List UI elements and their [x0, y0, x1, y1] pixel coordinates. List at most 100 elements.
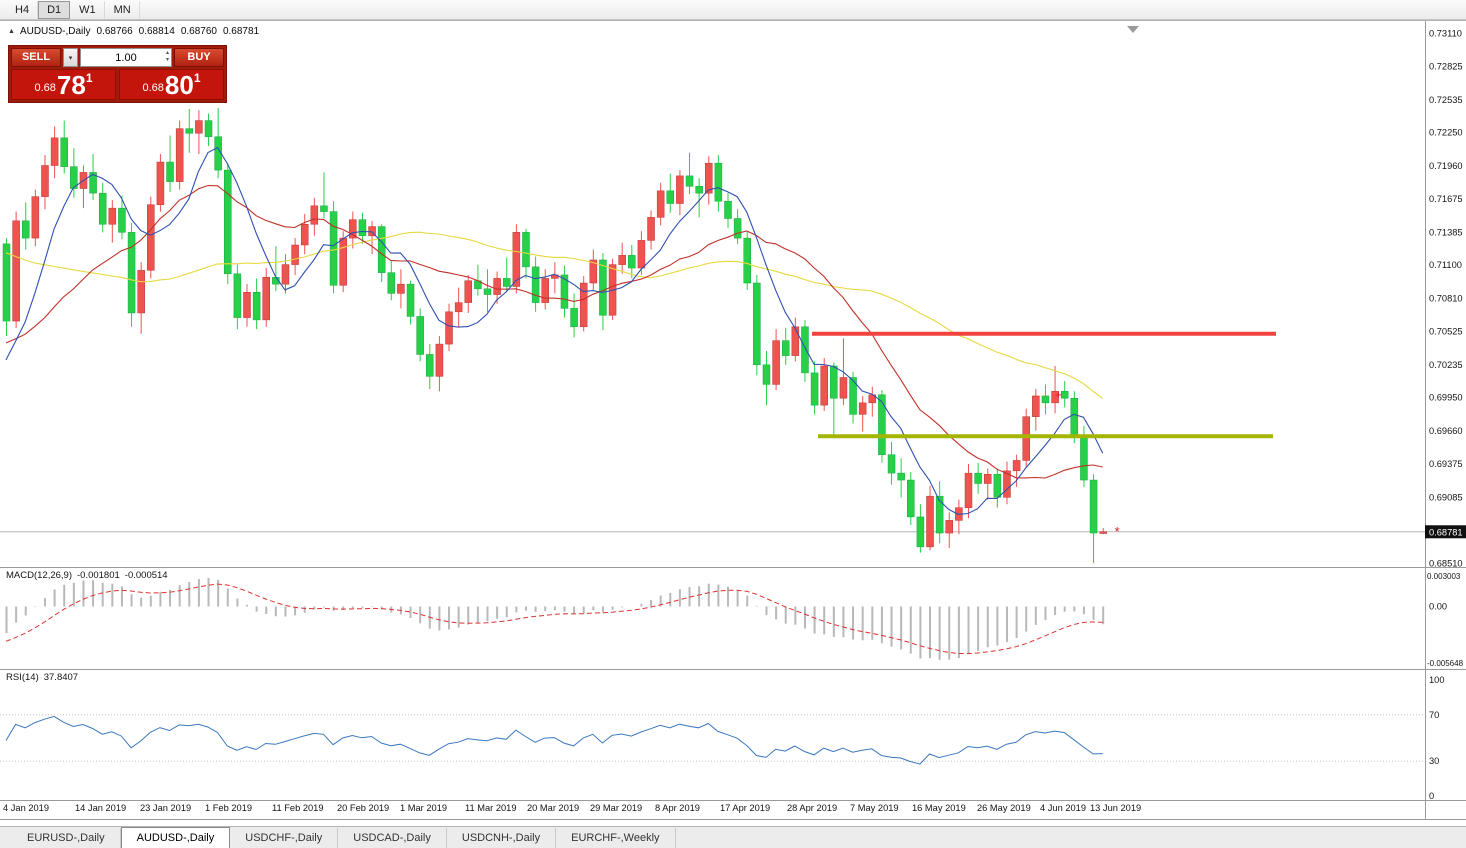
- candle-body: [406, 283, 415, 317]
- date-axis-label: 23 Jan 2019: [140, 803, 191, 813]
- date-axis-label: 13 Jun 2019: [1090, 803, 1141, 813]
- spinner-down-icon[interactable]: ▾: [165, 57, 169, 63]
- buy-price-sup: 1: [193, 71, 201, 85]
- rsi-value: 37.8407: [43, 672, 79, 683]
- close-value: 0.68781: [222, 25, 260, 37]
- macd-signal-value: -0.000514: [124, 570, 168, 581]
- price-axis-label: 0.69375: [1429, 459, 1463, 469]
- chart-shift-icon[interactable]: [1127, 26, 1139, 33]
- ma-line-18: [5, 184, 1103, 479]
- rsi-axis-label: 0: [1429, 791, 1434, 801]
- candle-body: [983, 474, 992, 484]
- date-axis-label: 4 Jan 2019: [3, 803, 49, 813]
- candle-body: [416, 316, 424, 355]
- date-axis-label: 11 Mar 2019: [465, 803, 517, 813]
- candle-body: [695, 185, 703, 194]
- candle-body: [685, 175, 694, 187]
- candle-body: [579, 282, 588, 328]
- buy-price-button[interactable]: 0.68 80 1: [119, 69, 224, 100]
- candle-body: [637, 240, 646, 269]
- chart-tab-usdcad[interactable]: USDCAD-,Daily: [338, 828, 447, 848]
- candle-body: [435, 343, 444, 377]
- macd-axis-label: 0.003003: [1427, 572, 1461, 581]
- price-axis-label: 0.69950: [1429, 393, 1463, 403]
- candle-body: [1089, 479, 1098, 534]
- candle-body: [281, 264, 290, 285]
- date-axis-label: 20 Feb 2019: [337, 803, 389, 813]
- date-axis-label: 29 Mar 2019: [590, 803, 642, 813]
- price-axis-label: 0.71100: [1429, 260, 1462, 270]
- chart-tab-eurchf[interactable]: EURCHF-,Weekly: [556, 828, 676, 848]
- candle-body: [21, 220, 30, 239]
- chart-tab-eurusd[interactable]: EURUSD-,Daily: [12, 828, 121, 848]
- candle-body: [291, 244, 299, 265]
- candle-body: [387, 272, 396, 294]
- price-axis-label: 0.69660: [1429, 426, 1463, 436]
- date-axis-label: 7 May 2019: [850, 803, 899, 813]
- candle-body: [12, 220, 20, 322]
- date-axis-label: 28 Apr 2019: [787, 803, 837, 813]
- current-price-tag-label: 0.68781: [1429, 527, 1463, 537]
- candle-body: [887, 454, 896, 474]
- candle-body: [1080, 434, 1088, 481]
- date-axis-label: 14 Jan 2019: [75, 803, 126, 813]
- date-axis-label: 1 Mar 2019: [400, 803, 447, 813]
- candle-body: [839, 377, 848, 399]
- timeframe-button-d1[interactable]: D1: [38, 0, 71, 19]
- sell-price-button[interactable]: 0.68 78 1: [11, 69, 116, 100]
- current-price-tag: [1425, 525, 1466, 539]
- timeframe-button-mn[interactable]: MN: [105, 0, 140, 19]
- sell-price-small: 0.68: [34, 82, 56, 94]
- candle-body: [195, 120, 203, 134]
- chart-tab-usdcnh[interactable]: USDCNH-,Daily: [447, 828, 557, 848]
- price-axis-label: 0.72250: [1429, 128, 1463, 138]
- candle-body: [897, 472, 905, 481]
- candle-body: [397, 283, 405, 294]
- buy-button[interactable]: BUY: [174, 48, 224, 67]
- ma-line-45: [5, 231, 1104, 400]
- chevron-down-icon: ▾: [68, 54, 73, 62]
- candle-body: [329, 211, 338, 286]
- date-axis-label: 1 Feb 2019: [205, 803, 252, 813]
- candle-body: [502, 278, 511, 287]
- candle-body: [945, 520, 954, 534]
- candle-body: [224, 169, 232, 275]
- candle-body: [974, 472, 982, 484]
- date-axis-label: 11 Feb 2019: [272, 803, 324, 813]
- macd-axis-label: -0.005648: [1427, 659, 1464, 668]
- candle-body: [1032, 395, 1040, 417]
- chart-tab-usdchf[interactable]: USDCHF-,Daily: [230, 828, 339, 848]
- candle-body: [233, 273, 242, 318]
- price-axis-label: 0.71960: [1429, 161, 1463, 171]
- candle-body: [493, 278, 501, 295]
- candle-body: [589, 259, 598, 284]
- candle-body: [185, 128, 194, 134]
- candle-body: [599, 259, 607, 316]
- timeframe-button-h4[interactable]: H4: [6, 0, 39, 19]
- rsi-axis-label: 30: [1429, 756, 1439, 766]
- candle-body: [147, 204, 155, 271]
- open-value: 0.68766: [96, 25, 133, 37]
- candle-body: [1022, 416, 1030, 461]
- rsi-name: RSI(14): [6, 672, 39, 683]
- candle-body: [300, 224, 309, 246]
- candle-body: [483, 288, 492, 295]
- volume-dropdown-button[interactable]: ▾: [63, 48, 78, 67]
- candle-body: [320, 205, 328, 212]
- timeframe-button-w1[interactable]: W1: [70, 0, 105, 19]
- candle-body: [647, 217, 655, 241]
- spinner-up-icon[interactable]: ▴: [165, 50, 169, 56]
- sell-price-big: 78: [56, 70, 86, 100]
- chart-tab-audusd[interactable]: AUDUSD-,Daily: [120, 827, 231, 848]
- price-axis-label: 0.71675: [1429, 194, 1463, 204]
- price-axis-label: 0.68510: [1429, 559, 1463, 569]
- candle-body: [762, 364, 771, 385]
- volume-input[interactable]: 1.00 ▴ ▾: [80, 48, 172, 67]
- volume-spinner[interactable]: ▴ ▾: [166, 50, 169, 64]
- candle-body: [878, 394, 886, 455]
- one-click-toggle-icon[interactable]: ▲: [8, 27, 15, 35]
- sell-button[interactable]: SELL: [11, 48, 61, 67]
- candle-body: [1003, 470, 1011, 498]
- buy-price-small: 0.68: [142, 82, 164, 94]
